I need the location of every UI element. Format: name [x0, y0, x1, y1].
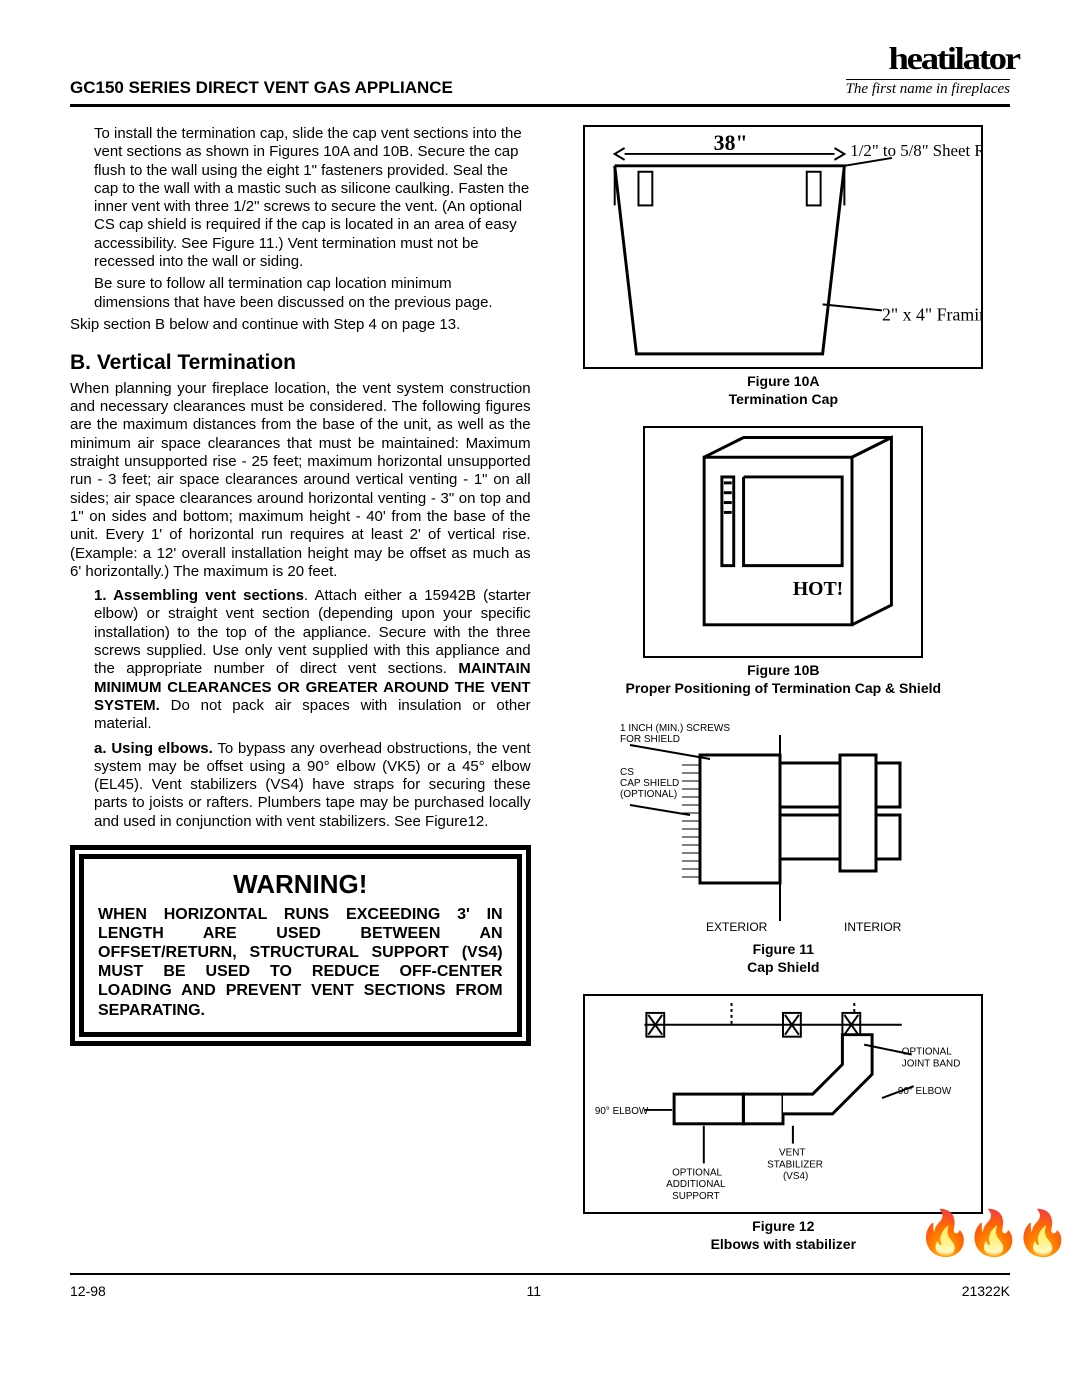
fig11-cap2: Cap Shield	[747, 959, 819, 975]
fig11-opt: (OPTIONAL)	[620, 789, 677, 800]
figure-11-caption: Figure 11 Cap Shield	[557, 941, 1010, 976]
fig12-cap2: Elbows with stabilizer	[711, 1236, 856, 1252]
footer-left: 12-98	[70, 1283, 106, 1299]
intro-paragraph-2: Be sure to follow all termination cap lo…	[70, 275, 531, 312]
flame-icon: 🔥🔥🔥	[918, 1207, 1064, 1259]
figure-10b-svg: HOT!	[645, 426, 921, 658]
fig12-90l: 90° ELBOW	[595, 1106, 649, 1117]
page-header: GC150 SERIES DIRECT VENT GAS APPLIANCE h…	[70, 40, 1010, 98]
warning-box: WARNING! WHEN HORIZONTAL RUNS EXCEEDING …	[70, 845, 531, 1046]
fig10a-framing: 2" x 4" Framing	[882, 304, 981, 324]
item-a-lead: a. Using elbows.	[94, 740, 213, 757]
fig10a-dim: 38"	[714, 131, 748, 155]
fig10a-cap1: Figure 10A	[747, 373, 819, 389]
warning-text: WHEN HORIZONTAL RUNS EXCEEDING 3' IN LEN…	[98, 905, 503, 1020]
brand-logo: heatilator	[888, 40, 1018, 77]
figure-10a-caption: Figure 10A Termination Cap	[557, 373, 1010, 408]
list-item-a: a. Using elbows. To bypass any overhead …	[70, 740, 531, 831]
fig12-cap1: Figure 12	[752, 1218, 814, 1234]
fig10b-cap1: Figure 10B	[747, 662, 819, 678]
item1-lead: 1. Assembling vent sections	[94, 587, 304, 604]
fig11-capshield: CAP SHIELD	[620, 778, 679, 789]
figure-12: 90° ELBOW OPTIONAL JOINT BAND 90° ELBOW …	[557, 994, 1010, 1253]
fig12-stab: STABILIZER	[767, 1159, 823, 1170]
figure-10a: 38" 1/2" to 5/8" Sheet Rock 2" x 4" Fram…	[557, 125, 1010, 408]
brand-block: heatilator The first name in fireplaces	[846, 40, 1010, 98]
fig11-screws: 1 INCH (MIN.) SCREWS	[620, 723, 730, 734]
figure-11: 1 INCH (MIN.) SCREWS FOR SHIELD CS CAP S…	[557, 715, 1010, 976]
fig12-90r: 90° ELBOW	[898, 1086, 952, 1097]
fig12-opt1: OPTIONAL	[902, 1047, 952, 1058]
fig10a-sheetrock: 1/2" to 5/8" Sheet Rock	[851, 141, 982, 160]
figure-11-svg: 1 INCH (MIN.) SCREWS FOR SHIELD CS CAP S…	[610, 715, 956, 937]
figure-12-svg: 90° ELBOW OPTIONAL JOINT BAND 90° ELBOW …	[585, 994, 981, 1214]
fig10b-hot-label: HOT!	[793, 578, 843, 600]
fig10b-cap2: Proper Positioning of Termination Cap & …	[626, 680, 942, 696]
footer-right: 21322K	[962, 1283, 1010, 1299]
fig12-vent: VENT	[779, 1147, 805, 1158]
figure-10a-box: 38" 1/2" to 5/8" Sheet Rock 2" x 4" Fram…	[583, 125, 983, 369]
footer-rule	[70, 1273, 1010, 1275]
vertical-termination-body: When planning your fireplace location, t…	[70, 380, 531, 581]
fig12-jb: JOINT BAND	[902, 1058, 961, 1069]
fig12-add: ADDITIONAL	[666, 1179, 726, 1190]
fig12-opt2: OPTIONAL	[672, 1167, 722, 1178]
fig11-ext: EXTERIOR	[706, 920, 768, 934]
header-title: GC150 SERIES DIRECT VENT GAS APPLIANCE	[70, 78, 453, 98]
figure-10a-svg: 38" 1/2" to 5/8" Sheet Rock 2" x 4" Fram…	[585, 125, 981, 369]
brand-tagline: The first name in fireplaces	[846, 79, 1010, 98]
page-footer: 12-98 11 21322K	[70, 1283, 1010, 1299]
fig10a-cap2: Termination Cap	[729, 391, 838, 407]
right-column: 38" 1/2" to 5/8" Sheet Rock 2" x 4" Fram…	[557, 125, 1010, 1253]
figure-11-box: 1 INCH (MIN.) SCREWS FOR SHIELD CS CAP S…	[610, 715, 956, 937]
figure-12-box: 90° ELBOW OPTIONAL JOINT BAND 90° ELBOW …	[583, 994, 983, 1214]
fig11-cs: CS	[620, 767, 634, 778]
fig12-vs4: (VS4)	[783, 1171, 808, 1182]
section-b-heading: B. Vertical Termination	[70, 350, 531, 376]
figure-10b: HOT! Figure 10B Proper Positioning of Te…	[557, 426, 1010, 697]
header-rule	[70, 104, 1010, 107]
fig11-shield: FOR SHIELD	[620, 734, 680, 745]
content-columns: To install the termination cap, slide th…	[70, 125, 1010, 1253]
fig11-cap1: Figure 11	[753, 941, 814, 957]
figure-10b-box: HOT!	[643, 426, 923, 658]
footer-center: 11	[526, 1283, 541, 1299]
warning-title: WARNING!	[98, 869, 503, 901]
intro-paragraph-1: To install the termination cap, slide th…	[70, 125, 531, 271]
list-item-1: 1. Assembling vent sections. Attach eith…	[70, 587, 531, 733]
left-column: To install the termination cap, slide th…	[70, 125, 531, 1253]
figure-10b-caption: Figure 10B Proper Positioning of Termina…	[557, 662, 1010, 697]
fig11-int: INTERIOR	[844, 920, 902, 934]
item1-tail: Do not pack air spaces with insulation o…	[94, 697, 531, 732]
skip-instruction: Skip section B below and continue with S…	[70, 316, 531, 334]
fig12-sup: SUPPORT	[672, 1191, 720, 1202]
